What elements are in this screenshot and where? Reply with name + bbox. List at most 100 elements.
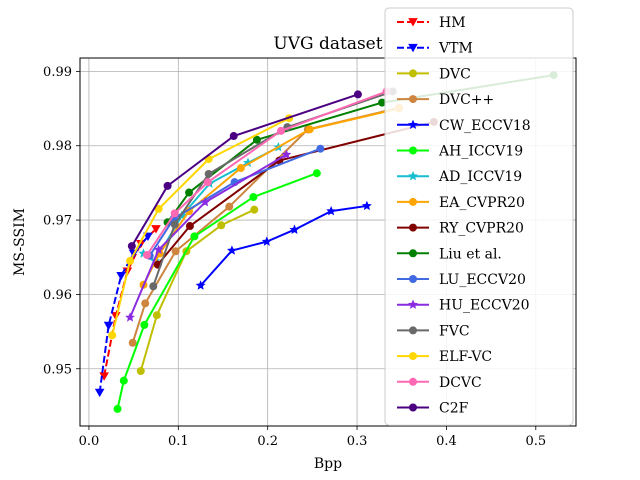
x-axis-label: Bpp — [314, 456, 342, 472]
data-point — [409, 95, 417, 104]
data-point — [185, 222, 194, 231]
data-point — [409, 326, 417, 335]
legend: HM VTM DVC DVC++ CW_ECCV18 AH_ICCV19 AD_ICCV19… — [384, 7, 574, 426]
series-layer — [94, 71, 558, 413]
data-point — [136, 366, 145, 375]
series-line — [156, 120, 435, 266]
data-point — [229, 132, 238, 141]
legend-item: Liu et al. — [397, 246, 502, 262]
legend-label: EA_CVPR20 — [439, 195, 525, 211]
data-point — [361, 200, 372, 211]
legend-item: AH_ICCV19 — [397, 144, 523, 160]
data-point — [289, 224, 300, 234]
data-point — [281, 149, 292, 159]
data-point — [151, 225, 161, 234]
legend-label: RY_CVPR20 — [439, 221, 524, 237]
legend-item: CW_ECCV18 — [397, 118, 531, 134]
legend-label: VTM — [438, 41, 473, 57]
series-dcvc — [143, 87, 391, 260]
data-point — [409, 275, 417, 283]
legend-item: DVC — [397, 66, 471, 82]
data-point — [277, 126, 286, 135]
data-point — [252, 135, 261, 144]
data-point — [378, 98, 387, 107]
data-point — [408, 299, 418, 309]
data-point — [225, 202, 234, 211]
legend-label: HM — [439, 15, 466, 31]
legend-label: FVC — [439, 323, 470, 339]
x-tick-label: 0.5 — [525, 434, 546, 449]
data-point — [409, 69, 417, 78]
legend-label: DVC++ — [439, 92, 494, 108]
legend-label: DCVC — [439, 375, 482, 391]
legend-label: HU_ECCV20 — [439, 298, 530, 314]
series-c2f — [127, 90, 362, 251]
legend-label: LU_ECCV20 — [439, 272, 526, 288]
x-tick-label: 0.1 — [168, 434, 189, 449]
data-point — [204, 169, 213, 178]
legend-item: DVC++ — [397, 92, 494, 108]
data-point — [99, 372, 109, 381]
legend-label: C2F — [439, 401, 469, 417]
data-point — [171, 247, 180, 256]
legend-item: DCVC — [397, 375, 482, 391]
legend-item: HU_ECCV20 — [397, 298, 530, 314]
data-point — [250, 205, 259, 214]
data-point — [249, 193, 258, 202]
series-line — [111, 117, 290, 336]
series-line — [130, 93, 359, 247]
data-point — [170, 209, 179, 218]
data-point — [195, 280, 206, 290]
x-tick-label: 0.3 — [347, 434, 368, 449]
data-point — [126, 256, 135, 265]
chart-title: UVG dataset — [273, 34, 382, 54]
data-point — [408, 43, 418, 53]
data-point — [409, 146, 417, 155]
y-tick-label: 0.97 — [43, 214, 72, 229]
data-point — [154, 204, 163, 213]
data-point — [226, 245, 237, 255]
data-point — [108, 331, 117, 340]
y-tick-label: 0.98 — [43, 139, 72, 154]
legend-label: Liu et al. — [439, 246, 502, 262]
legend-item: AD_ICCV19 — [397, 169, 522, 185]
data-point — [409, 197, 417, 206]
data-point — [236, 164, 245, 173]
data-point — [127, 242, 136, 251]
series-line — [199, 204, 368, 287]
y-tick-label: 0.99 — [43, 65, 72, 80]
data-point — [316, 144, 325, 153]
legend-label: CW_ECCV18 — [439, 118, 531, 134]
data-point — [353, 90, 362, 99]
data-point — [408, 18, 418, 27]
series-hu-eccv20 — [125, 149, 292, 322]
data-point — [190, 232, 199, 241]
data-point — [312, 169, 321, 178]
y-tick-label: 0.96 — [43, 288, 72, 303]
x-tick-label: 0.4 — [436, 434, 457, 449]
x-tick-label: 0.0 — [79, 434, 100, 449]
data-point — [409, 223, 417, 232]
data-point — [140, 320, 149, 329]
data-point — [94, 388, 105, 398]
data-point — [128, 338, 137, 347]
legend-label: DVC — [439, 66, 471, 82]
legend-item: HM — [397, 15, 466, 31]
data-point — [119, 376, 128, 385]
series-line — [142, 107, 400, 286]
series-line — [116, 172, 318, 410]
legend-item: LU_ECCV20 — [397, 272, 526, 288]
data-point — [305, 125, 314, 134]
legend-label: AD_ICCV19 — [438, 169, 522, 185]
legend-item: RY_CVPR20 — [397, 221, 524, 237]
data-point — [116, 271, 126, 281]
series-ah-iccv19 — [113, 169, 321, 413]
data-point — [141, 299, 150, 308]
data-point — [103, 321, 114, 331]
data-point — [261, 236, 272, 246]
data-point — [200, 197, 211, 207]
legend-item: ELF-VC — [397, 349, 492, 365]
data-point — [409, 352, 417, 361]
legend-label: ELF-VC — [439, 349, 492, 365]
